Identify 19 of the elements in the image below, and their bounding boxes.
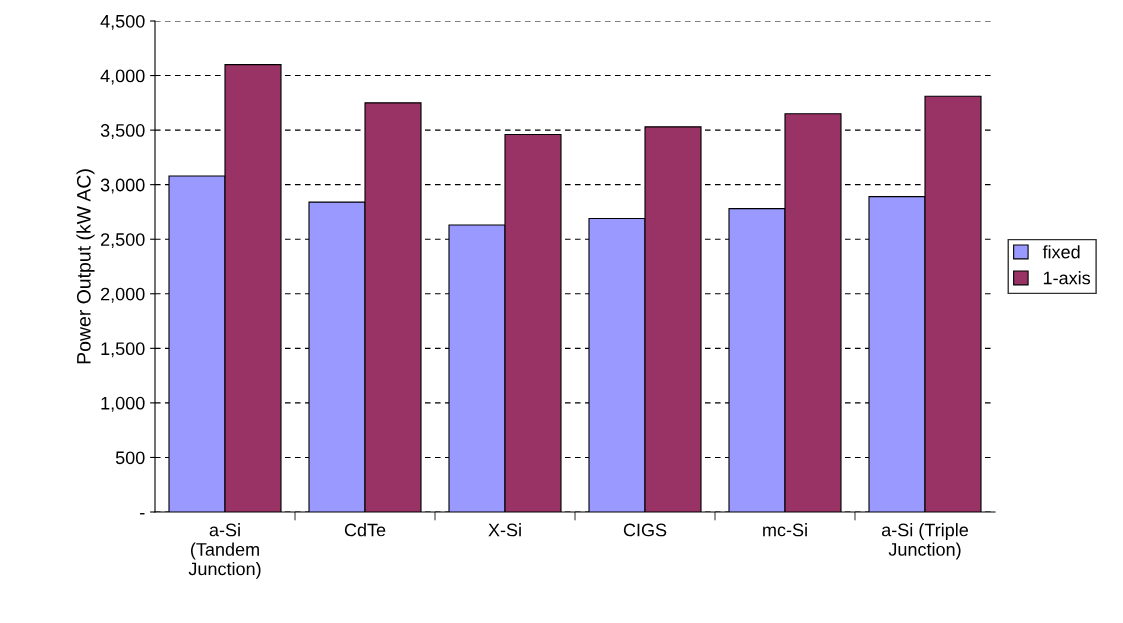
legend-label: fixed (1042, 245, 1080, 259)
x-tick-label: CIGS (623, 523, 667, 537)
y-tick-label: 1,500 (101, 342, 145, 358)
y-tick-label: 3,000 (100, 178, 145, 194)
y-tick-label: 4,000 (100, 69, 145, 85)
y-axis-title: Power Output (kW AC) (76, 169, 95, 364)
y-tick-label: 3,500 (100, 124, 145, 139)
x-tick-label: a-Si (Triple Junction) (881, 523, 968, 560)
y-tick-label: - (140, 513, 145, 515)
y-tick-label: 2,500 (101, 233, 145, 249)
x-tick-label: CdTe (344, 523, 386, 537)
x-tick-label: X-Si (488, 523, 521, 537)
x-tick-label: a-Si (Tandem Junction) (188, 523, 261, 579)
x-tick-label: mc-Si (763, 523, 807, 537)
y-tick-label: 4,500 (100, 14, 145, 30)
y-tick-label: 2,000 (101, 287, 145, 303)
y-tick-label: 500 (115, 451, 145, 465)
y-tick-label: 1,000 (101, 396, 145, 412)
legend-label: 1-axis (1043, 271, 1091, 285)
